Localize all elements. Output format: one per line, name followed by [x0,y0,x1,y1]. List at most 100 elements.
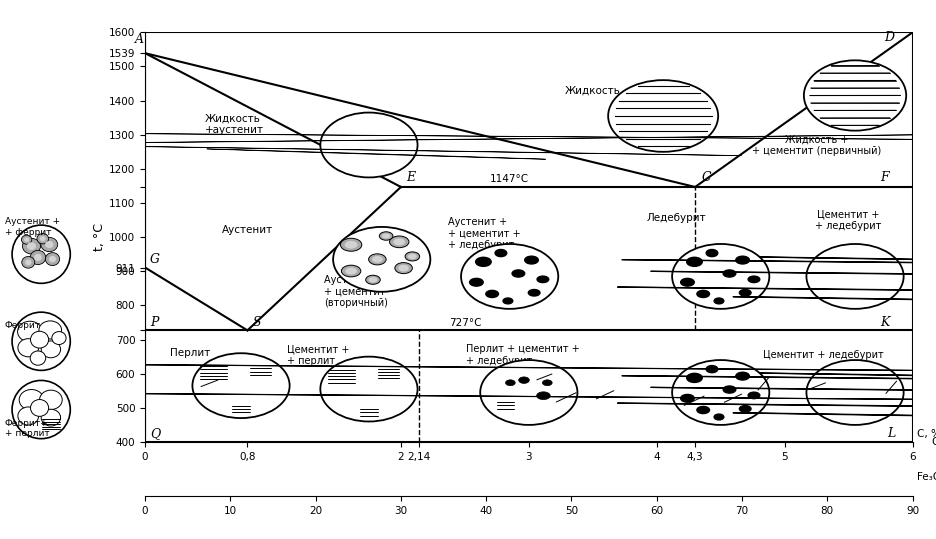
Ellipse shape [714,414,724,420]
Text: Жидкость +
+ цементит (первичный): Жидкость + + цементит (первичный) [752,134,882,156]
Ellipse shape [617,287,936,292]
Ellipse shape [736,256,750,264]
Text: A: A [135,33,144,46]
Ellipse shape [651,388,936,392]
Text: Цементит +
+ перлит: Цементит + + перлит [286,344,349,366]
Ellipse shape [706,365,718,372]
Ellipse shape [470,278,483,286]
Ellipse shape [24,237,29,242]
Text: Жидкость
+аустенит: Жидкость +аустенит [205,114,264,135]
Text: Ледебурит: Ледебурит [646,213,706,223]
Ellipse shape [697,406,709,413]
Ellipse shape [495,250,506,257]
Ellipse shape [536,392,550,399]
Ellipse shape [18,338,38,357]
Ellipse shape [51,331,66,344]
Text: E: E [406,170,416,184]
Ellipse shape [732,296,936,301]
Ellipse shape [622,376,936,380]
Text: Перлит: Перлит [169,348,210,358]
Text: C, % по массе: C, % по массе [917,429,936,439]
Ellipse shape [341,238,362,251]
Text: Цементит +
+ ледебурит: Цементит + + ледебурит [815,209,882,231]
Text: Аустенит +
+ цементит
(вторичный): Аустенит + + цементит (вторичный) [324,275,388,308]
Ellipse shape [41,341,61,358]
Ellipse shape [18,321,42,342]
Text: K: K [881,316,890,329]
Ellipse shape [714,298,724,304]
Ellipse shape [622,260,936,264]
Ellipse shape [333,227,431,292]
Ellipse shape [405,252,419,261]
Ellipse shape [486,291,499,298]
Text: P: P [150,316,158,329]
Ellipse shape [408,254,417,259]
Text: Цементит + ледебурит: Цементит + ледебурит [763,350,884,360]
Ellipse shape [399,265,409,272]
Ellipse shape [344,241,358,248]
Text: L: L [887,427,895,440]
Text: 1147°C: 1147°C [490,174,529,184]
Text: Q: Q [150,427,160,440]
Ellipse shape [41,237,58,252]
Text: C: C [702,170,711,184]
Ellipse shape [461,244,558,309]
Ellipse shape [373,256,383,262]
Ellipse shape [758,257,936,261]
Ellipse shape [608,80,718,152]
Ellipse shape [807,244,903,309]
Ellipse shape [342,265,361,277]
Ellipse shape [680,395,695,402]
Ellipse shape [748,276,760,282]
Ellipse shape [807,360,903,425]
Ellipse shape [0,152,936,539]
Ellipse shape [697,291,709,298]
Ellipse shape [30,250,46,265]
Ellipse shape [724,386,736,393]
Ellipse shape [519,377,530,383]
Ellipse shape [37,233,49,244]
Ellipse shape [0,144,741,156]
Ellipse shape [672,244,769,309]
Ellipse shape [45,241,53,248]
Ellipse shape [369,277,377,282]
Text: C, % по массе: C, % по массе [932,437,936,447]
Ellipse shape [680,278,695,286]
Ellipse shape [40,236,46,241]
Ellipse shape [20,390,44,410]
Ellipse shape [687,374,702,383]
Ellipse shape [480,360,578,425]
Ellipse shape [27,242,36,250]
Ellipse shape [22,235,32,244]
Ellipse shape [537,276,548,282]
Y-axis label: t, °C: t, °C [93,223,106,251]
Ellipse shape [320,113,417,177]
Ellipse shape [49,256,56,262]
Ellipse shape [736,372,750,380]
Ellipse shape [475,257,491,266]
Ellipse shape [39,321,62,339]
Ellipse shape [0,134,936,147]
Ellipse shape [0,129,936,141]
Ellipse shape [320,357,417,421]
Ellipse shape [739,289,751,296]
Text: Перлит + цементит +
+ ледебурит: Перлит + цементит + + ледебурит [465,344,579,366]
Text: S: S [253,316,261,329]
Ellipse shape [193,353,289,418]
Ellipse shape [45,253,60,266]
Ellipse shape [505,380,515,386]
Ellipse shape [724,270,736,277]
Ellipse shape [31,399,49,416]
Ellipse shape [393,238,405,245]
Ellipse shape [0,122,936,539]
Ellipse shape [207,149,546,159]
Ellipse shape [22,257,35,268]
Ellipse shape [525,256,538,264]
Ellipse shape [379,232,393,240]
Ellipse shape [706,250,718,257]
Ellipse shape [543,380,552,386]
Ellipse shape [651,271,936,275]
Ellipse shape [369,254,387,265]
Ellipse shape [732,413,936,417]
Ellipse shape [804,60,906,130]
